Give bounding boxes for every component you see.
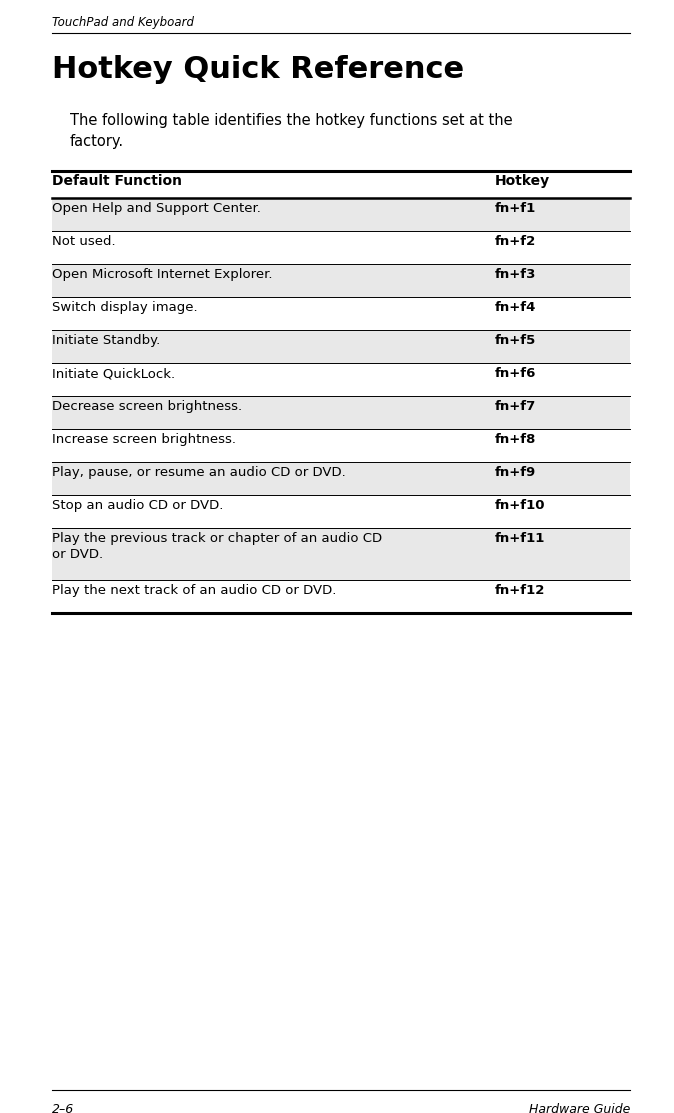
- Text: fn+f5: fn+f5: [495, 334, 537, 347]
- Text: Switch display image.: Switch display image.: [52, 301, 197, 314]
- Text: Initiate QuickLock.: Initiate QuickLock.: [52, 367, 175, 380]
- Text: TouchPad and Keyboard: TouchPad and Keyboard: [52, 16, 194, 29]
- Text: Play the next track of an audio CD or DVD.: Play the next track of an audio CD or DV…: [52, 584, 336, 597]
- Text: fn+f2: fn+f2: [495, 235, 537, 248]
- Text: fn+f8: fn+f8: [495, 433, 537, 446]
- Text: Default Function: Default Function: [52, 174, 182, 188]
- Text: Hotkey Quick Reference: Hotkey Quick Reference: [52, 55, 464, 83]
- Text: Not used.: Not used.: [52, 235, 116, 248]
- Text: Increase screen brightness.: Increase screen brightness.: [52, 433, 236, 446]
- Text: fn+f10: fn+f10: [495, 499, 545, 512]
- Text: Hardware Guide: Hardware Guide: [528, 1103, 630, 1113]
- Text: Play the previous track or chapter of an audio CD
or DVD.: Play the previous track or chapter of an…: [52, 532, 382, 561]
- Text: Open Microsoft Internet Explorer.: Open Microsoft Internet Explorer.: [52, 268, 272, 280]
- Text: fn+f9: fn+f9: [495, 466, 537, 479]
- Text: Open Help and Support Center.: Open Help and Support Center.: [52, 201, 261, 215]
- Text: fn+f7: fn+f7: [495, 400, 537, 413]
- Text: Stop an audio CD or DVD.: Stop an audio CD or DVD.: [52, 499, 223, 512]
- Text: Decrease screen brightness.: Decrease screen brightness.: [52, 400, 242, 413]
- Text: fn+f1: fn+f1: [495, 201, 537, 215]
- Text: 2–6: 2–6: [52, 1103, 74, 1113]
- Text: fn+f11: fn+f11: [495, 532, 545, 545]
- Text: Play, pause, or resume an audio CD or DVD.: Play, pause, or resume an audio CD or DV…: [52, 466, 346, 479]
- Text: fn+f6: fn+f6: [495, 367, 537, 380]
- Text: fn+f4: fn+f4: [495, 301, 537, 314]
- Text: fn+f12: fn+f12: [495, 584, 545, 597]
- Text: The following table identifies the hotkey functions set at the
factory.: The following table identifies the hotke…: [70, 114, 513, 149]
- Text: fn+f3: fn+f3: [495, 268, 537, 280]
- Text: Initiate Standby.: Initiate Standby.: [52, 334, 160, 347]
- Text: Hotkey: Hotkey: [495, 174, 550, 188]
